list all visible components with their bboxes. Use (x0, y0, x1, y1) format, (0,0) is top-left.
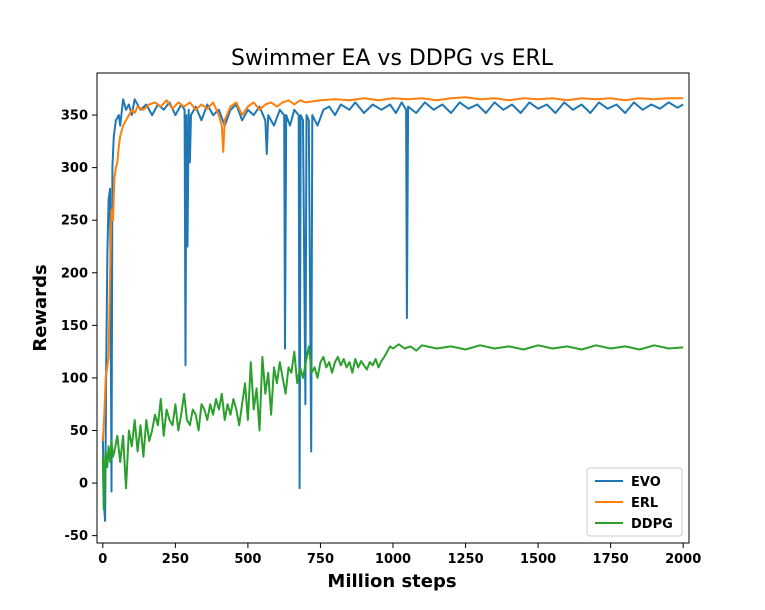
plot-area: 0 250 500 750 1000 1250 1500 1750 2000 -50 0 50 100… (61, 72, 701, 567)
x-tick-label: 750 (307, 552, 334, 567)
chart-title: Swimmer EA vs DDPG vs ERL (231, 46, 554, 71)
y-tick-label: 350 (61, 109, 88, 124)
y-axis-ticks: -50 0 50 100 150 200 250 300 350 (61, 109, 97, 544)
x-tick-label: 0 (98, 552, 107, 567)
x-tick-label: 1750 (593, 552, 629, 567)
legend: EVO ERL DDPG (586, 467, 683, 537)
legend-box (586, 467, 683, 537)
x-tick-label: 2000 (665, 552, 701, 567)
y-tick-label: 300 (61, 161, 88, 176)
series-line-erl (101, 96, 684, 442)
x-axis-title: Million steps (327, 571, 456, 592)
y-tick-label: 250 (61, 214, 88, 229)
series-line-ddpg (101, 343, 684, 511)
x-tick-label: 250 (162, 552, 189, 567)
y-tick-label: 0 (79, 477, 88, 492)
legend-label-evo: EVO (631, 475, 661, 490)
x-tick-label: 1000 (375, 552, 411, 567)
x-tick-label: 1250 (447, 552, 483, 567)
legend-label-ddpg: DDPG (631, 517, 673, 532)
x-tick-label: 500 (234, 552, 261, 567)
y-tick-label: 200 (61, 266, 88, 281)
y-tick-label: 50 (70, 424, 88, 439)
series-layer (101, 96, 684, 522)
y-tick-label: 150 (61, 319, 88, 334)
y-tick-label: 100 (61, 371, 88, 386)
y-tick-label: -50 (65, 529, 89, 544)
y-axis-title: Rewards (30, 264, 51, 351)
x-tick-label: 1500 (520, 552, 556, 567)
series-line-evo (101, 98, 684, 522)
x-axis-ticks: 0 250 500 750 1000 1250 1500 1750 2000 (98, 543, 701, 567)
legend-label-erl: ERL (631, 496, 658, 511)
